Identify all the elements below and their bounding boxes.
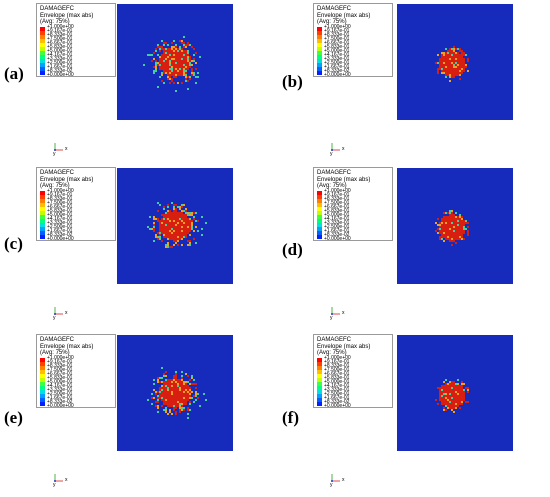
contour-legend: DAMAGEFC Envelope (max abs) (Avg: 75%) +1.0… [36,167,116,241]
damage-contour-plot [117,4,233,120]
axis-y-label: y [53,315,56,321]
panel-label-d: (d) [282,240,303,260]
axis-triad: yx [329,304,349,318]
color-bar [317,358,322,406]
color-bar [317,191,322,239]
color-bar-band [40,402,45,406]
legend-tick-label: +0.000e+00 [324,73,351,78]
color-bar-band [317,402,322,406]
color-bar-band [317,71,322,75]
legend-tick-label: +0.000e+00 [324,237,351,242]
axis-x-label: x [342,477,345,483]
damage-contour-plot [117,168,233,284]
color-bar [40,191,45,239]
axis-x-label: x [65,477,68,483]
legend-tick-label: +0.000e+00 [47,404,74,409]
color-bar [40,358,45,406]
legend-tick-label: +0.000e+00 [47,73,74,78]
axis-y-label: y [53,151,56,157]
panel-label-e: (e) [4,408,23,428]
axis-y-label: y [53,482,56,488]
axis-y-label: y [330,482,333,488]
contour-legend: DAMAGEFC Envelope (max abs) (Avg: 75%) +1.0… [313,3,393,77]
panel-label-f: (f) [282,408,299,428]
axis-triad: yx [52,140,72,154]
color-bar-band [317,235,322,239]
contour-legend: DAMAGEFC Envelope (max abs) (Avg: 75%) +1.0… [36,3,116,77]
damage-contour-plot [117,335,233,451]
damage-contour-plot [397,335,513,451]
damage-contour-plot [397,168,513,284]
axis-y-label: y [330,315,333,321]
color-bar-band [40,71,45,75]
color-bar [40,27,45,75]
axis-triad: yx [329,140,349,154]
panel-label-b: (b) [282,72,303,92]
legend-tick-label: +0.000e+00 [324,404,351,409]
damage-contour-plot [397,4,513,120]
panel-label-a: (a) [4,64,24,84]
axis-x-label: x [342,310,345,316]
axis-x-label: x [342,146,345,152]
contour-legend: DAMAGEFC Envelope (max abs) (Avg: 75%) +1.0… [313,167,393,241]
color-bar [317,27,322,75]
contour-legend: DAMAGEFC Envelope (max abs) (Avg: 75%) +1.0… [36,334,116,408]
color-bar-band [40,235,45,239]
axis-x-label: x [65,310,68,316]
axis-y-label: y [330,151,333,157]
panel-label-c: (c) [4,234,23,254]
axis-x-label: x [65,146,68,152]
legend-tick-label: +0.000e+00 [47,237,74,242]
axis-triad: yx [52,471,72,485]
contour-legend: DAMAGEFC Envelope (max abs) (Avg: 75%) +1.0… [313,334,393,408]
